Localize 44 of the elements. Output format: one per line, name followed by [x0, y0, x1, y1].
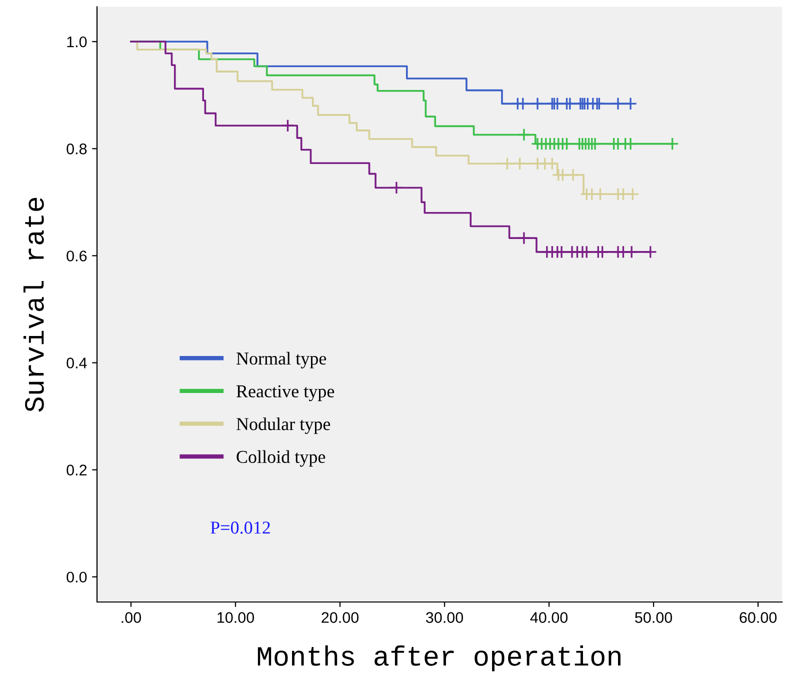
- point: [500, 156, 514, 170]
- y-tick-label: 0.6: [66, 250, 87, 262]
- x-tick-label: 30.00: [426, 612, 464, 623]
- x-tick-label: 20.00: [322, 612, 359, 623]
- point: [596, 245, 609, 259]
- point: [611, 97, 625, 110]
- point: [517, 128, 531, 142]
- point: [592, 97, 606, 110]
- point: [666, 137, 680, 150]
- x-tick-label: 50.00: [635, 612, 672, 623]
- legend-label: Reactive type: [236, 385, 334, 402]
- y-tick-label: 0.2: [66, 464, 87, 476]
- point: [624, 245, 638, 259]
- point: [390, 181, 404, 194]
- point: [580, 245, 594, 259]
- legend-label: Colloid type: [236, 450, 326, 467]
- point: [566, 168, 580, 182]
- point: [588, 137, 602, 150]
- point: [546, 156, 559, 170]
- point: [530, 97, 544, 110]
- annotation: P=0.012: [210, 522, 270, 534]
- x-tick-label: 60.00: [740, 612, 777, 623]
- point: [556, 168, 570, 182]
- y-tick-label: 1.0: [67, 36, 87, 48]
- point: [560, 137, 574, 150]
- x-tick-label: .00: [122, 612, 142, 623]
- point: [281, 118, 294, 132]
- point: [594, 188, 607, 201]
- point: [563, 97, 577, 110]
- point: [626, 188, 640, 201]
- x-axis-title: Months after operation: [258, 645, 620, 672]
- legend-label: Normal type: [236, 352, 326, 368]
- x-tick-label: 40.00: [530, 612, 568, 623]
- point: [554, 245, 568, 259]
- y-axis-title: Survival rate: [24, 198, 44, 412]
- point: [517, 231, 531, 245]
- point: [513, 156, 526, 170]
- point: [644, 245, 658, 259]
- x-tick-label: 10.00: [218, 612, 254, 623]
- y-tick-label: 0.8: [66, 144, 87, 154]
- y-tick-label: 0.4: [66, 358, 87, 368]
- legend-label: Nodular type: [236, 418, 330, 434]
- point: [624, 97, 638, 110]
- y-tick-label: 0.0: [66, 572, 87, 583]
